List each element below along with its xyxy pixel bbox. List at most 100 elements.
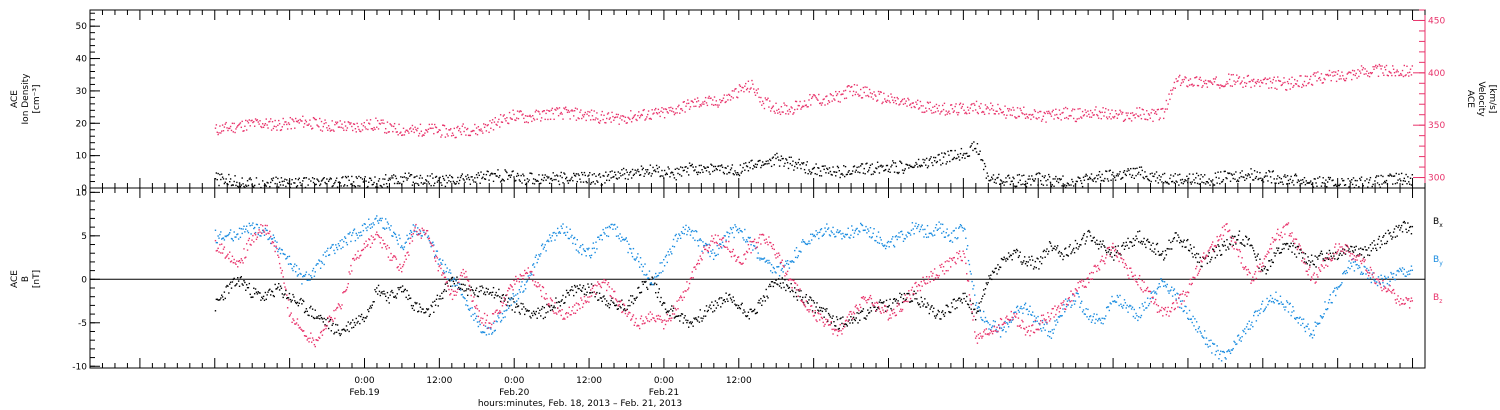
dot (837, 166, 840, 169)
dot (859, 319, 861, 321)
dot (587, 248, 589, 251)
dot (905, 100, 907, 102)
dot (527, 121, 529, 124)
dot (439, 295, 441, 297)
dot (1352, 251, 1355, 253)
dot (1257, 253, 1259, 255)
dot (614, 228, 617, 230)
dot (564, 108, 566, 110)
dot (1037, 111, 1039, 114)
dot (1304, 253, 1307, 255)
dot (322, 125, 325, 128)
dot (274, 119, 276, 122)
dot (1256, 255, 1258, 257)
dot (672, 238, 675, 241)
dot (356, 177, 358, 180)
dot (802, 105, 805, 108)
dot (231, 184, 234, 186)
dot (512, 293, 514, 295)
dot (986, 283, 988, 286)
dot (348, 330, 350, 333)
data-point (1337, 177, 1351, 188)
dot (398, 234, 400, 236)
dot (711, 301, 713, 303)
dot (1076, 180, 1078, 183)
dot (1307, 256, 1309, 258)
dot (978, 153, 980, 155)
dot (646, 288, 649, 290)
dot (1234, 83, 1236, 86)
dot (613, 302, 615, 304)
bottom-left-tick-label: 0 (81, 275, 87, 285)
dot (259, 234, 261, 237)
dot (573, 174, 576, 177)
dot (809, 170, 811, 173)
dot (1291, 181, 1293, 184)
dot (661, 304, 663, 306)
dot (1337, 257, 1340, 260)
dot (941, 104, 944, 107)
dot (304, 186, 307, 189)
dot (728, 171, 730, 174)
dot (868, 312, 870, 314)
dot (786, 110, 789, 112)
dot (1285, 176, 1287, 178)
dot (509, 298, 512, 301)
dot (987, 175, 989, 177)
dot (397, 134, 399, 136)
dot (567, 237, 570, 240)
dot (811, 168, 814, 170)
dot (917, 158, 920, 161)
dot (1400, 74, 1403, 76)
dot (225, 121, 227, 124)
dot (450, 279, 453, 282)
dot (234, 131, 236, 134)
dot (1012, 106, 1014, 109)
dot (1285, 89, 1288, 91)
dot (985, 282, 988, 284)
dot (381, 186, 383, 188)
dot (1093, 236, 1095, 239)
dot (512, 109, 514, 111)
dot (362, 125, 365, 127)
dot (886, 164, 889, 167)
dot (346, 329, 349, 331)
data-point (813, 163, 827, 177)
dot (439, 176, 441, 179)
dot (470, 176, 472, 178)
dot (891, 164, 893, 166)
dot (982, 289, 985, 291)
dot (310, 180, 312, 182)
dot (1076, 242, 1078, 245)
dot (878, 172, 881, 174)
dot (702, 171, 704, 173)
dot (214, 310, 217, 312)
dot (280, 287, 283, 289)
dot (314, 118, 316, 121)
dot (844, 323, 847, 325)
dot (1213, 81, 1216, 83)
dot (250, 120, 252, 122)
dot (917, 99, 919, 102)
data-point (551, 171, 565, 186)
dot (1185, 77, 1187, 79)
dot (1251, 244, 1253, 247)
dot (1250, 244, 1252, 246)
dot (351, 175, 353, 178)
dot (1028, 256, 1030, 258)
dot (565, 108, 568, 111)
dot (292, 293, 294, 296)
dot (753, 164, 755, 167)
dot (377, 284, 380, 287)
dot (569, 228, 571, 230)
dot (1010, 180, 1012, 183)
dot (721, 99, 724, 102)
dot (385, 132, 388, 134)
dot (805, 164, 808, 166)
dot (1089, 109, 1092, 112)
dot (1337, 184, 1340, 187)
dot (303, 122, 306, 125)
data-point (239, 222, 253, 239)
dot (603, 114, 605, 117)
dot (260, 235, 262, 237)
